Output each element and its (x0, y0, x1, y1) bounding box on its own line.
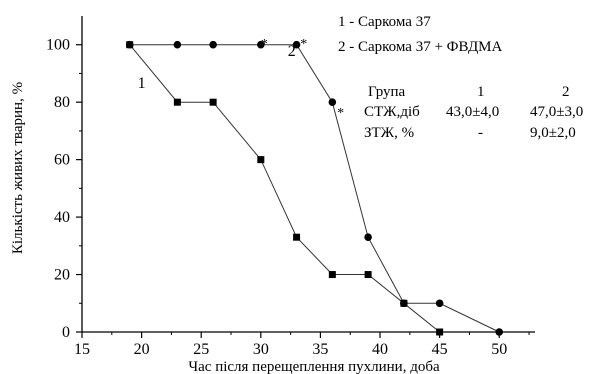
x-tick-label-40: 40 (372, 341, 388, 358)
axes: 15 20 25 30 35 40 45 50 0 20 40 60 80 100 (46, 16, 535, 358)
y-tick-label-40: 40 (54, 209, 70, 226)
y-tick-label-0: 0 (62, 324, 70, 341)
series-1-point (173, 98, 181, 106)
curve-label-2: 2 (288, 43, 296, 60)
legend-entry-2: 2 - Саркома 37 + ФВДМА (338, 39, 503, 55)
table-row1-col1: 43,0±4,0 (446, 104, 499, 120)
series-1-point (364, 271, 372, 279)
table-row1-col2: 47,0±3,0 (530, 104, 583, 120)
x-axis-label: Час після перещеплення пухлини, доба (188, 359, 440, 374)
y-axis-label: Кількість живих тварин, % (10, 82, 26, 254)
curve-label-1: 1 (138, 75, 146, 92)
series-2-point (495, 328, 504, 336)
series-2-point (173, 40, 182, 49)
significance-mark: * (337, 106, 344, 121)
x-tick-label-30: 30 (253, 341, 269, 358)
x-tick-label-50: 50 (491, 341, 507, 358)
x-tick-label-15: 15 (74, 341, 90, 358)
annotations-layer: 1 2 * * * (138, 37, 345, 121)
series-2-point (292, 40, 301, 49)
series-2-point (328, 98, 337, 106)
x-tick-label-20: 20 (134, 341, 150, 358)
table-row2-label: ЗТЖ, % (364, 125, 414, 141)
series-2-point (400, 299, 408, 308)
series-layer (125, 40, 504, 336)
series-1-point (209, 98, 217, 106)
table-header-col1: 1 (477, 84, 485, 100)
legend: 1 - Саркома 37 2 - Саркома 37 + ФВДМА (338, 14, 503, 55)
series-2-line (129, 44, 500, 333)
significance-mark: * (300, 37, 307, 52)
table-row1-label: СТЖ,діб (364, 104, 420, 120)
stats-table: Група 1 2 СТЖ,діб 43,0±4,0 47,0±3,0 ЗТЖ,… (364, 84, 583, 141)
series-2-point (435, 299, 444, 308)
x-tick-label-25: 25 (193, 341, 209, 358)
series-1-point (293, 233, 301, 241)
table-header-group: Група (368, 84, 406, 100)
y-tick-label-100: 100 (46, 37, 70, 54)
series-1-point (257, 156, 265, 164)
x-tick-label-45: 45 (432, 341, 448, 358)
table-header-col2: 2 (562, 84, 570, 100)
series-2-point (209, 40, 217, 49)
series-2-point (125, 40, 134, 49)
x-tick-label-35: 35 (312, 341, 328, 358)
series-1-point (436, 328, 444, 336)
y-tick-label-60: 60 (54, 152, 70, 169)
y-tick-label-20: 20 (54, 267, 70, 284)
table-row2-col2: 9,0±2,0 (530, 125, 576, 141)
legend-entry-1: 1 - Саркома 37 (338, 14, 431, 30)
series-2-point (257, 40, 265, 49)
series-1-point (328, 271, 336, 279)
significance-mark: * (261, 37, 268, 52)
table-row2-col1: - (478, 125, 483, 141)
y-tick-label-80: 80 (54, 94, 70, 111)
series-2-point (364, 233, 372, 241)
